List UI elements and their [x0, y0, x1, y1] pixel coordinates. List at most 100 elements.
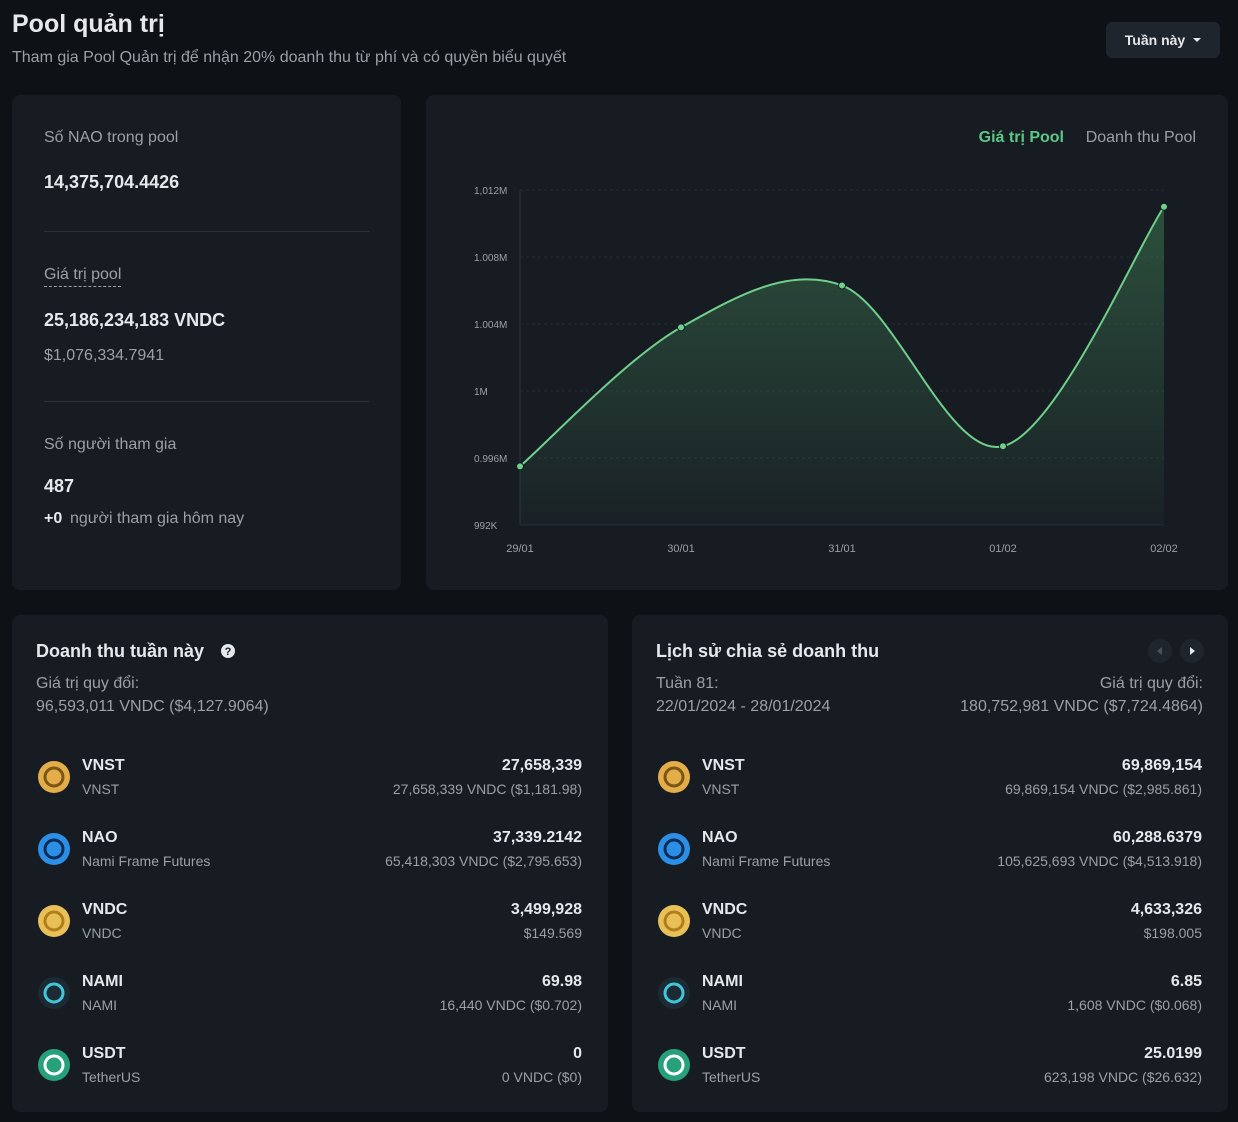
asset-name: TetherUS	[702, 1069, 761, 1085]
asset-name: Nami Frame Futures	[702, 853, 831, 869]
panel-title: Lịch sử chia sẻ doanh thu	[656, 641, 880, 661]
point	[838, 281, 846, 290]
asset-amount: 0	[573, 1045, 582, 1062]
stat-sub: người tham gia hôm nay	[70, 510, 245, 527]
asset-icon	[658, 977, 690, 1009]
asset-icon	[38, 1049, 70, 1081]
chart: 992K 0.996M 1M 1.004M 1.008M 1,012M 29/01 30/01…	[474, 186, 1178, 555]
y-tick-label: 992K	[474, 521, 498, 532]
divider	[44, 401, 369, 402]
asset-symbol: USDT	[702, 1045, 746, 1062]
asset-icon	[658, 833, 690, 865]
asset-icon	[658, 761, 690, 793]
asset-symbol: NAMI	[82, 973, 123, 990]
asset-name: NAMI	[82, 997, 117, 1013]
asset-detail: $149.569	[523, 925, 582, 941]
svg-text:?: ?	[225, 646, 232, 658]
asset-amount: 3,499,928	[510, 901, 582, 918]
asset-name: Nami Frame Futures	[82, 853, 211, 869]
x-tick-label: 02/02	[1150, 543, 1178, 555]
stat-sub: $1,076,334.7941	[44, 347, 165, 364]
history-card	[632, 615, 1228, 1112]
y-tick-label: 1M	[474, 387, 488, 398]
stat-value: 25,186,234,183 VNDC	[44, 310, 226, 330]
period-label: Tuần này	[1124, 32, 1186, 48]
stat-label[interactable]: Giá trị pool	[44, 267, 122, 287]
y-tick-label: 0.996M	[474, 454, 507, 465]
asset-name: VNST	[82, 781, 120, 797]
asset-icon	[38, 761, 70, 793]
stat-value: 14,375,704.4426	[44, 172, 180, 192]
y-tick-label: 1.004M	[474, 320, 507, 331]
asset-symbol: VNST	[82, 757, 125, 774]
total-label: Giá trị quy đổi:	[36, 675, 140, 692]
asset-icon	[658, 1049, 690, 1081]
point	[677, 323, 685, 332]
page-title: Pool quản trị	[12, 10, 165, 38]
x-tick-label: 31/01	[828, 543, 856, 555]
asset-detail: 105,625,693 VNDC ($4,513.918)	[997, 853, 1202, 869]
stat-label: Số người tham gia	[44, 436, 177, 453]
asset-icon	[658, 905, 690, 937]
asset-symbol: VNST	[702, 757, 745, 774]
point	[516, 462, 524, 471]
line	[519, 206, 1165, 468]
asset-detail: 1,608 VNDC ($0.068)	[1067, 997, 1202, 1013]
chart-tab[interactable]: Doanh thu Pool	[1085, 129, 1196, 146]
y-tick-label: 1,012M	[474, 186, 507, 197]
asset-amount: 69,869,154	[1121, 757, 1202, 774]
area	[520, 206, 1164, 525]
stat-value: 487	[44, 476, 75, 496]
stats-card	[12, 95, 401, 590]
point	[999, 442, 1007, 451]
asset-icon	[38, 977, 70, 1009]
asset-name: VNDC	[702, 925, 742, 941]
period-button[interactable]: Tuần này	[1106, 22, 1220, 58]
chart-tab[interactable]: Giá trị Pool	[978, 129, 1064, 146]
x-tick-label: 01/02	[989, 543, 1017, 555]
page-subtitle: Tham gia Pool Quản trị để nhận 20% doanh…	[12, 49, 567, 66]
asset-detail: 0 VNDC ($0)	[501, 1069, 582, 1085]
y-tick-label: 1.008M	[474, 253, 507, 264]
asset-detail: 16,440 VNDC ($0.702)	[439, 997, 582, 1013]
divider	[44, 231, 369, 232]
stat-label: Số NAO trong pool	[44, 129, 179, 146]
total-value: 96,593,011 VNDC ($4,127.9064)	[36, 698, 269, 715]
asset-name: VNDC	[82, 925, 122, 941]
week-label: Tuần 81:	[656, 675, 719, 692]
asset-symbol: VNDC	[702, 901, 748, 918]
asset-name: TetherUS	[82, 1069, 141, 1085]
asset-symbol: VNDC	[82, 901, 128, 918]
asset-detail: 69,869,154 VNDC ($2,985.861)	[1005, 781, 1202, 797]
asset-amount: 6.85	[1170, 973, 1202, 990]
asset-amount: 69.98	[541, 973, 582, 990]
prev-button[interactable]	[1148, 639, 1172, 663]
asset-symbol: USDT	[82, 1045, 126, 1062]
asset-detail: 27,658,339 VNDC ($1,181.98)	[392, 781, 582, 797]
asset-amount: 4,633,326	[1130, 901, 1202, 918]
asset-symbol: NAO	[702, 829, 738, 846]
asset-name: NAMI	[702, 997, 737, 1013]
help-icon[interactable]: ?	[218, 641, 238, 661]
asset-detail: 65,418,303 VNDC ($2,795.653)	[385, 853, 582, 869]
asset-amount: 25.0199	[1144, 1045, 1202, 1062]
asset-name: VNST	[702, 781, 740, 797]
asset-detail: 623,198 VNDC ($26.632)	[1044, 1069, 1202, 1085]
stat-sub-prefix: +0	[44, 510, 63, 527]
asset-amount: 60,288.6379	[1113, 829, 1202, 846]
total-label: Giá trị quy đổi:	[1099, 675, 1203, 692]
asset-symbol: NAMI	[702, 973, 743, 990]
total-value: 180,752,981 VNDC ($7,724.4864)	[960, 698, 1203, 715]
week-revenue-card	[12, 615, 608, 1112]
x-tick-label: 30/01	[667, 543, 695, 555]
next-button[interactable]	[1180, 639, 1204, 663]
asset-icon	[38, 833, 70, 865]
asset-amount: 27,658,339	[501, 757, 582, 774]
asset-icon	[38, 905, 70, 937]
asset-detail: $198.005	[1143, 925, 1202, 941]
asset-amount: 37,339.2142	[493, 829, 582, 846]
x-tick-label: 29/01	[506, 543, 534, 555]
point	[1160, 202, 1168, 211]
asset-symbol: NAO	[82, 829, 118, 846]
